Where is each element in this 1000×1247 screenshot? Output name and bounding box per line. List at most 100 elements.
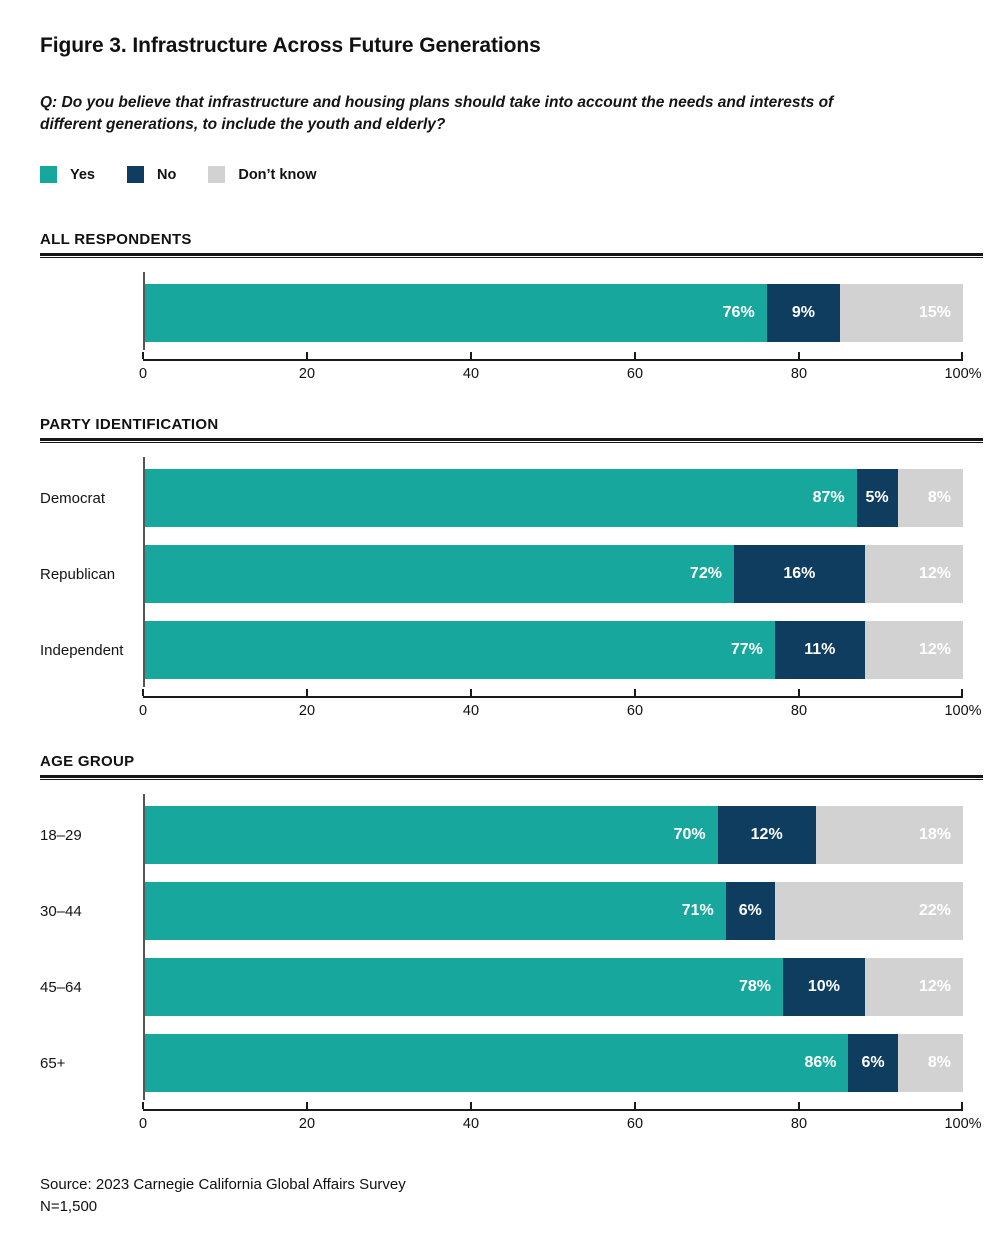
x-axis-row [40, 1100, 963, 1111]
x-axis-labels-row: 0 20 40 60 80 100% [40, 366, 982, 384]
x-axis-tick [961, 689, 963, 696]
x-axis-tick-label: 60 [626, 703, 644, 719]
bar-value-label: 10% [807, 978, 840, 995]
bar-segment-no: 12% [717, 806, 816, 864]
x-axis-spacer [40, 350, 143, 361]
bar-row: 86% 6% 8% [145, 1034, 963, 1092]
x-axis-tick-label: 80 [790, 703, 808, 719]
bar-category-label: Independent [40, 641, 124, 659]
legend-label: No [157, 166, 177, 183]
bar-row: 71% 6% 22% [145, 882, 963, 940]
bar-value-label: 9% [791, 304, 816, 321]
bar-segment-don-t-know: 15% [840, 284, 963, 342]
bar-segment-no: 6% [725, 882, 775, 940]
bar-row: 76% 9% 15% [145, 284, 963, 342]
x-axis-labels-row: 0 20 40 60 80 100% [40, 703, 982, 721]
section-age-group: AGE GROUP 18–29 30–44 45–64 65+ 70% 12% 18% 71%… [40, 753, 983, 1134]
bar-value-label: 6% [861, 1054, 885, 1071]
bar-value-label: 78% [739, 978, 772, 995]
bar-row: 70% 12% 18% [145, 806, 963, 864]
x-axis [142, 350, 963, 361]
bar-value-label: 70% [673, 826, 706, 843]
section-title: AGE GROUP [40, 753, 135, 770]
category-labels-column: Democrat Republican Independent [40, 457, 143, 687]
x-axis-tick [798, 1102, 800, 1109]
bar-segment-no: 16% [733, 545, 865, 603]
bar-segment-no: 10% [783, 958, 865, 1016]
bar-segment-don-t-know: 8% [897, 1034, 963, 1092]
bar-segment-don-t-know: 8% [897, 469, 963, 527]
x-axis-row [40, 687, 963, 698]
x-axis-spacer [40, 1116, 143, 1134]
bar-value-label: 87% [812, 489, 845, 506]
section-party-identification: PARTY IDENTIFICATION Democrat Republican I… [40, 416, 983, 721]
x-axis-labels-row: 0 20 40 60 80 100% [40, 1116, 982, 1134]
bar-value-label: 86% [804, 1054, 837, 1071]
legend-item-yes: Yes [40, 166, 95, 183]
bar-value-label: 77% [730, 641, 763, 658]
bar-segment-yes: 77% [145, 621, 775, 679]
legend-swatch-icon [127, 166, 144, 183]
chart-body: 18–29 30–44 45–64 65+ 70% 12% 18% 71% 6% 22% 78% 10… [40, 794, 963, 1100]
x-axis-tick [470, 689, 472, 696]
plot-area: 87% 5% 8% 72% 16% 12% 77% 11% 12% [143, 457, 963, 687]
x-axis-tick-label: 100% [944, 366, 982, 382]
bar-value-label: 8% [927, 1054, 951, 1071]
legend-item-no: No [127, 166, 176, 183]
survey-question: Q: Do you believe that infrastructure an… [40, 94, 834, 133]
x-axis-tick [634, 352, 636, 359]
bar-value-label: 72% [689, 565, 722, 582]
bar-value-label: 71% [681, 902, 714, 919]
x-axis-tick [634, 1102, 636, 1109]
legend-swatch-icon [40, 166, 57, 183]
x-axis-tick [634, 689, 636, 696]
section-all-respondents: ALL RESPONDENTS 76% 9% 15% 0 20 40 60 80 100% [40, 231, 983, 384]
bar-row: 87% 5% 8% [145, 469, 963, 527]
x-axis-tick-label: 20 [298, 703, 316, 719]
bar-row: 78% 10% 12% [145, 958, 963, 1016]
section-rule [40, 438, 983, 443]
x-axis-tick-label: 0 [138, 366, 148, 382]
x-axis-tick [142, 352, 144, 359]
x-axis-tick [306, 352, 308, 359]
bar-value-label: 12% [750, 826, 783, 843]
section-rule [40, 253, 983, 258]
x-axis-tick [142, 689, 144, 696]
figure-title: Figure 3. Infrastructure Across Future G… [40, 34, 541, 57]
category-labels-column: 18–29 30–44 45–64 65+ [40, 794, 143, 1100]
x-axis-tick-label: 40 [462, 703, 480, 719]
bar-value-label: 8% [927, 489, 951, 506]
bar-category-label: 65+ [40, 1054, 66, 1072]
bar-segment-yes: 76% [145, 284, 767, 342]
source-text: Source: 2023 Carnegie California Global … [40, 1176, 406, 1193]
x-axis-tick [961, 1102, 963, 1109]
stacked-bar-chart: 18–29 30–44 45–64 65+ 70% 12% 18% 71% 6% 22% 78% 10… [40, 794, 982, 1134]
bar-value-label: 15% [918, 304, 951, 321]
x-axis-tick-label: 20 [298, 1116, 316, 1132]
sample-size-text: N=1,500 [40, 1198, 98, 1215]
x-axis-spacer [40, 687, 143, 698]
x-axis-tick [798, 352, 800, 359]
source-block: Source: 2023 Carnegie California Global … [40, 1174, 983, 1218]
x-axis-spacer [40, 366, 143, 384]
legend-label: Don’t know [238, 166, 317, 183]
bar-category-label: 45–64 [40, 978, 82, 996]
bar-value-label: 5% [865, 489, 889, 506]
bar-segment-yes: 78% [145, 958, 784, 1016]
legend-label: Yes [70, 166, 95, 183]
x-axis-tick-label: 100% [944, 1116, 982, 1132]
stacked-bar-chart: Democrat Republican Independent 87% 5% 8% 72% 1… [40, 457, 982, 721]
bar-segment-yes: 86% [145, 1034, 849, 1092]
x-axis-tick-label: 100% [944, 703, 982, 719]
x-axis-row [40, 350, 963, 361]
legend: Yes No Don’t know [40, 166, 983, 183]
bar-segment-yes: 70% [145, 806, 718, 864]
bar-segment-don-t-know: 18% [815, 806, 963, 864]
bar-segment-yes: 72% [145, 545, 734, 603]
x-axis-spacer [40, 1100, 143, 1111]
chart-body: Democrat Republican Independent 87% 5% 8% 72% 1… [40, 457, 963, 687]
bar-segment-don-t-know: 12% [864, 621, 963, 679]
x-axis-tick-label: 40 [462, 1116, 480, 1132]
bar-category-label: Democrat [40, 489, 106, 507]
x-axis-tick [142, 1102, 144, 1109]
